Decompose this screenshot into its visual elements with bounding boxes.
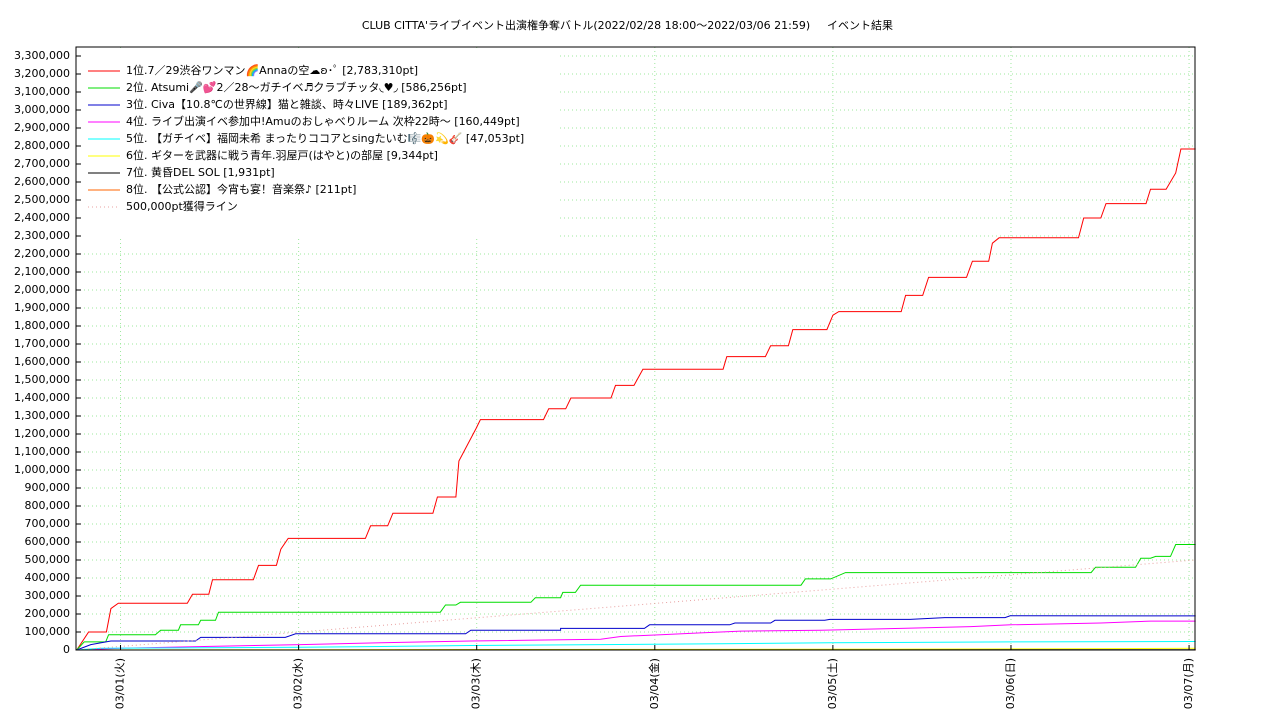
x-tick-label: 03/06(日) [1004, 658, 1017, 709]
y-tick-label: 1,600,000 [14, 355, 70, 368]
legend-label: 4位. ライブ出演イベ参加中!Amuのおしゃべりルーム 次枠22時〜 [160,… [126, 114, 520, 128]
legend-label: 1位.7／29渋谷ワンマン🌈Annaの空☁ʚ･ﾟ [2,783,310pt] [126, 63, 418, 77]
y-tick-label: 1,900,000 [14, 301, 70, 314]
y-tick-label: 900,000 [25, 481, 71, 494]
y-tick-label: 400,000 [25, 571, 71, 584]
x-tick-label: 03/02(水) [292, 658, 305, 709]
series-line [76, 641, 1196, 651]
series-line [76, 615, 1196, 651]
plot-frame [75, 46, 1196, 651]
legend-label: 5位. 【ガチイベ】福岡未希 まったりココアとsingたいむ🎼🎃💫🎸 [47,0… [126, 131, 524, 146]
axes: 0 100,000 200,000 300,000 400,000 500,000 600,… [14, 49, 1195, 709]
y-tick-label: 1,800,000 [14, 319, 70, 332]
series-line [76, 148, 1196, 651]
legend-box [76, 48, 560, 238]
legend-label: 8位. 【公式公認】今宵も宴！音楽祭♪ [211pt] [126, 182, 356, 196]
y-tick-label: 700,000 [25, 517, 71, 530]
y-tick-label: 2,500,000 [14, 193, 70, 206]
y-tick-label: 1,700,000 [14, 337, 70, 350]
y-tick-label: 600,000 [25, 535, 71, 548]
x-tick-label: 03/01(火) [114, 658, 127, 709]
y-tick-label: 2,000,000 [14, 283, 70, 296]
legend-label: 7位. 黄昏DEL SOL [1,931pt] [126, 165, 275, 179]
legend-label: 500,000pt獲得ライン [126, 200, 238, 213]
y-tick-label: 2,200,000 [14, 247, 70, 260]
series-line [75, 559, 1196, 651]
y-tick-label: 2,400,000 [14, 211, 70, 224]
legend-label: 2位. Atsumi🎤💕2／28〜ガチイベ♬クラブチッタ◟♥︎◞ [586,25… [126, 80, 467, 94]
y-tick-label: 2,300,000 [14, 229, 70, 242]
y-tick-label: 2,100,000 [14, 265, 70, 278]
y-tick-label: 2,900,000 [14, 121, 70, 134]
y-tick-label: 100,000 [25, 625, 71, 638]
x-tick-label: 03/07(月) [1182, 658, 1195, 709]
legend-label: 3位. Civa【10.8℃の世界線】猫と雑談、時々LIVE [189,362p… [126, 97, 448, 111]
chart-subtitle: イベント結果 [827, 18, 893, 32]
legend-label: 6位. ギターを武器に戦う青年.羽屋戸(はやと)の部屋 [9,344pt] [126, 148, 438, 162]
y-tick-label: 2,600,000 [14, 175, 70, 188]
y-tick-label: 0 [63, 643, 70, 656]
y-tick-label: 1,300,000 [14, 409, 70, 422]
y-tick-label: 200,000 [25, 607, 71, 620]
y-tick-label: 500,000 [25, 553, 71, 566]
grid [76, 47, 1195, 651]
y-tick-label: 1,500,000 [14, 373, 70, 386]
x-tick-label: 03/03(木) [470, 658, 483, 709]
y-tick-label: 3,000,000 [14, 103, 70, 116]
y-tick-label: 2,700,000 [14, 157, 70, 170]
chart-title: CLUB CITTA'ライブイベント出演権争奪バトル(2022/02/28 18… [362, 18, 810, 32]
y-tick-label: 3,300,000 [14, 49, 70, 62]
y-tick-label: 1,000,000 [14, 463, 70, 476]
series-line [76, 620, 1196, 651]
y-tick-label: 800,000 [25, 499, 71, 512]
legend: 1位.7／29渋谷ワンマン🌈Annaの空☁ʚ･ﾟ [2,783,310pt] 2位… [88, 63, 524, 213]
y-tick-label: 2,800,000 [14, 139, 70, 152]
x-tick-label: 03/04(金) [647, 658, 661, 709]
y-tick-label: 3,200,000 [14, 67, 70, 80]
y-tick-label: 1,200,000 [14, 427, 70, 440]
y-tick-label: 300,000 [25, 589, 71, 602]
y-tick-label: 3,100,000 [14, 85, 70, 98]
x-tick-label: 03/05(土) [826, 658, 839, 709]
y-tick-label: 1,400,000 [14, 391, 70, 404]
y-tick-label: 1,100,000 [14, 445, 70, 458]
